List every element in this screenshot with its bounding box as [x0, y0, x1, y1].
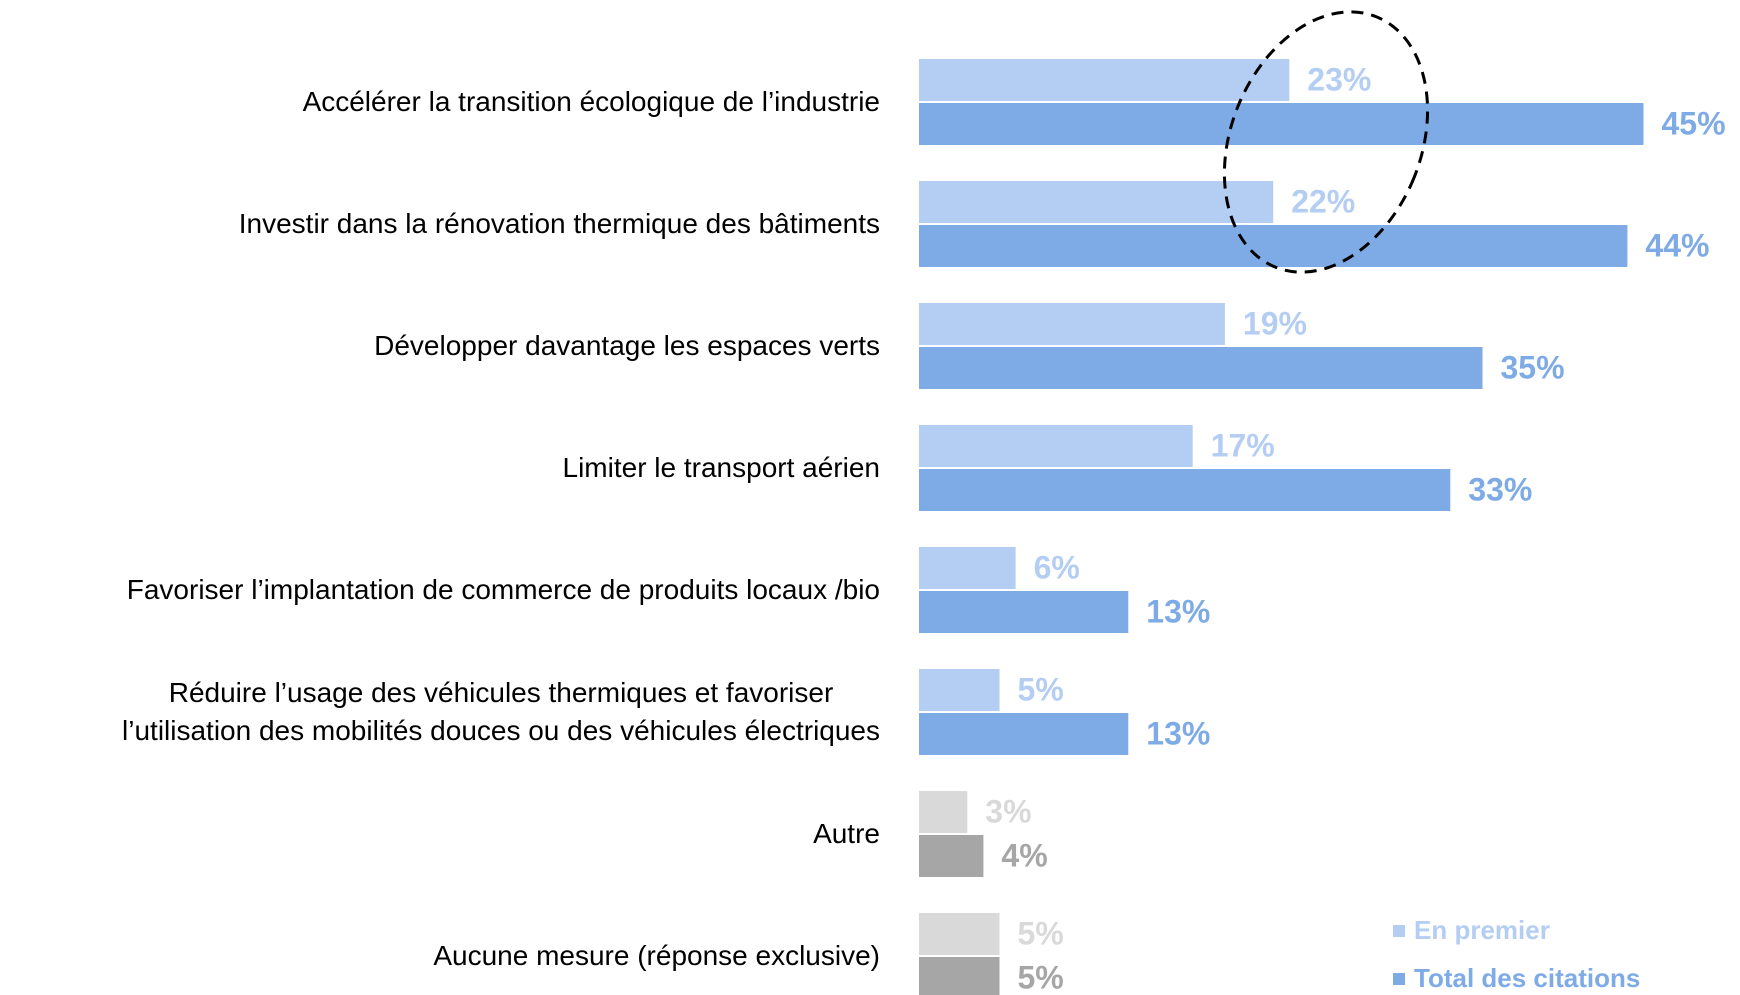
value-label: 5%: [1018, 959, 1064, 995]
bar: [919, 59, 1290, 101]
highlight-ellipse: [1222, 10, 1430, 274]
category-label: Limiter le transport aérien: [562, 452, 880, 483]
value-label: 6%: [1034, 549, 1080, 585]
bar: [919, 547, 1016, 589]
value-label: 4%: [1001, 837, 1047, 873]
category-label: Réduire l’usage des véhicules thermiques…: [122, 677, 880, 746]
value-label: 5%: [1018, 671, 1064, 707]
bar: [919, 469, 1451, 511]
value-label: 22%: [1291, 183, 1355, 219]
value-label: 13%: [1146, 715, 1210, 751]
legend-swatch: [1393, 973, 1405, 985]
legend-swatch: [1393, 925, 1405, 937]
value-label: 3%: [985, 793, 1031, 829]
category-label: Autre: [813, 818, 880, 849]
value-label: 33%: [1468, 471, 1532, 507]
bar: [919, 181, 1274, 223]
value-label: 45%: [1662, 105, 1726, 141]
bar: [919, 303, 1225, 345]
bar: [919, 913, 1000, 955]
legend-label: Total des citations: [1414, 963, 1640, 993]
legend-label: En premier: [1414, 915, 1550, 945]
value-label: 5%: [1018, 915, 1064, 951]
value-label: 23%: [1307, 61, 1371, 97]
bar: [919, 347, 1483, 389]
value-label: 13%: [1146, 593, 1210, 629]
category-label: Accélérer la transition écologique de l’…: [302, 86, 880, 117]
bar: [919, 225, 1628, 267]
value-label: 17%: [1211, 427, 1275, 463]
category-label: Favoriser l’implantation de commerce de …: [126, 574, 880, 605]
value-label: 35%: [1501, 349, 1565, 385]
bar: [919, 591, 1129, 633]
bar: [919, 103, 1644, 145]
bar: [919, 791, 968, 833]
category-label: Aucune mesure (réponse exclusive): [433, 940, 880, 971]
category-label: Développer davantage les espaces verts: [374, 330, 880, 361]
bar: [919, 669, 1000, 711]
bar: [919, 957, 1000, 995]
value-label: 19%: [1243, 305, 1307, 341]
bar: [919, 425, 1193, 467]
bar: [919, 835, 984, 877]
bar: [919, 713, 1129, 755]
category-label: Investir dans la rénovation thermique de…: [238, 208, 880, 239]
value-label: 44%: [1645, 227, 1709, 263]
